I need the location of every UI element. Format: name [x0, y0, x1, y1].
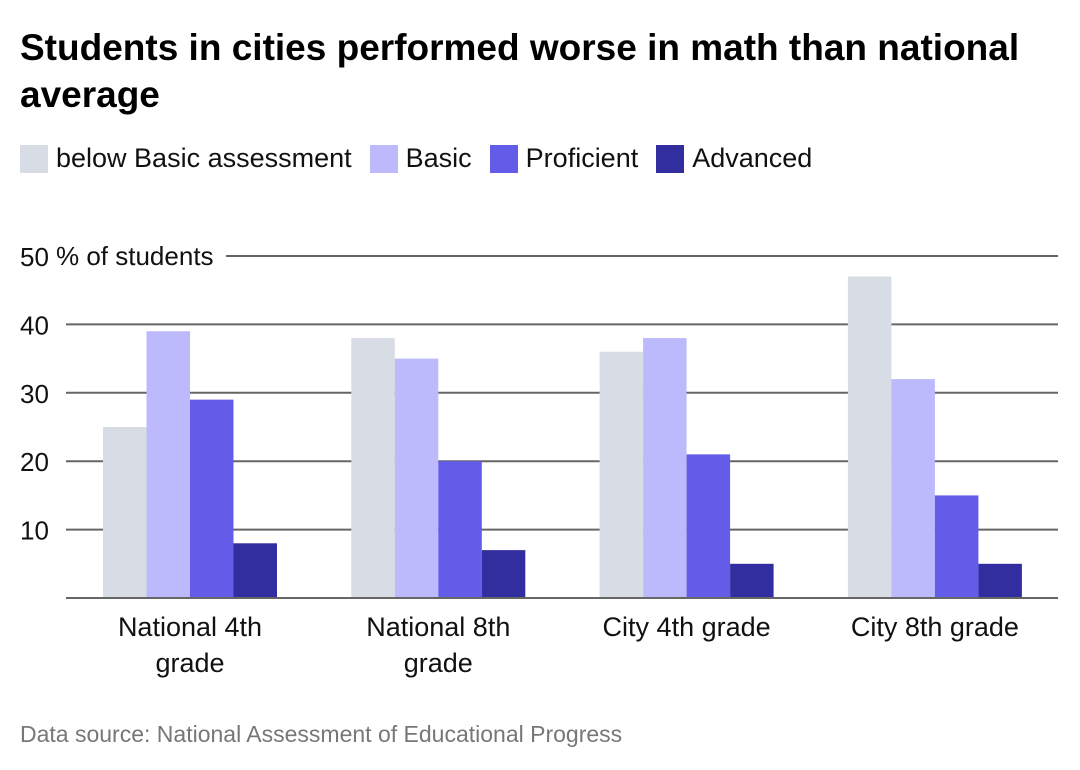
x-tick-label: City 4th grade — [603, 612, 771, 642]
bar — [891, 379, 935, 598]
legend-swatch — [369, 144, 398, 173]
bar — [233, 543, 277, 598]
bar — [103, 427, 147, 598]
legend-item: Advanced — [656, 143, 812, 174]
y-tick-label: 40 — [20, 310, 49, 340]
y-axis-label: % of students — [56, 241, 214, 271]
bar — [438, 461, 482, 598]
chart-title: Students in cities performed worse in ma… — [20, 27, 1020, 115]
x-tick-label: grade — [155, 648, 224, 678]
y-tick-label: 30 — [20, 379, 49, 409]
legend-label: below Basic assessment — [56, 143, 352, 173]
bar — [934, 495, 979, 598]
legend-item: Basic — [369, 143, 472, 174]
bar — [730, 563, 774, 598]
y-tick-label: 20 — [20, 447, 49, 477]
legend: below Basic assessment Basic Proficient Adv… — [20, 143, 830, 174]
legend-label: Basic — [405, 143, 472, 173]
bar — [847, 276, 892, 598]
bar — [686, 454, 731, 598]
bar — [190, 399, 234, 598]
y-tick-label: 50 — [20, 242, 49, 272]
legend-item: Proficient — [489, 143, 639, 174]
legend-swatch — [656, 144, 685, 173]
x-tick-label: City 8th grade — [851, 612, 1019, 642]
bar — [599, 351, 644, 598]
bar — [978, 563, 1022, 598]
data-source: Data source: National Assessment of Educ… — [20, 721, 623, 747]
y-tick-label: 10 — [20, 516, 49, 546]
legend-label: Proficient — [525, 143, 639, 173]
bar — [394, 358, 439, 598]
legend-swatch — [489, 144, 518, 173]
legend-item: below Basic assessment — [20, 143, 352, 174]
legend-label: Advanced — [692, 143, 813, 173]
bar — [351, 338, 395, 598]
bar — [146, 331, 190, 598]
legend-swatch — [20, 144, 48, 173]
x-tick-label: grade — [404, 648, 473, 678]
bar — [643, 338, 687, 598]
bar — [481, 550, 526, 598]
x-tick-label: National 4th — [118, 612, 262, 642]
x-tick-label: National 8th — [366, 612, 510, 642]
